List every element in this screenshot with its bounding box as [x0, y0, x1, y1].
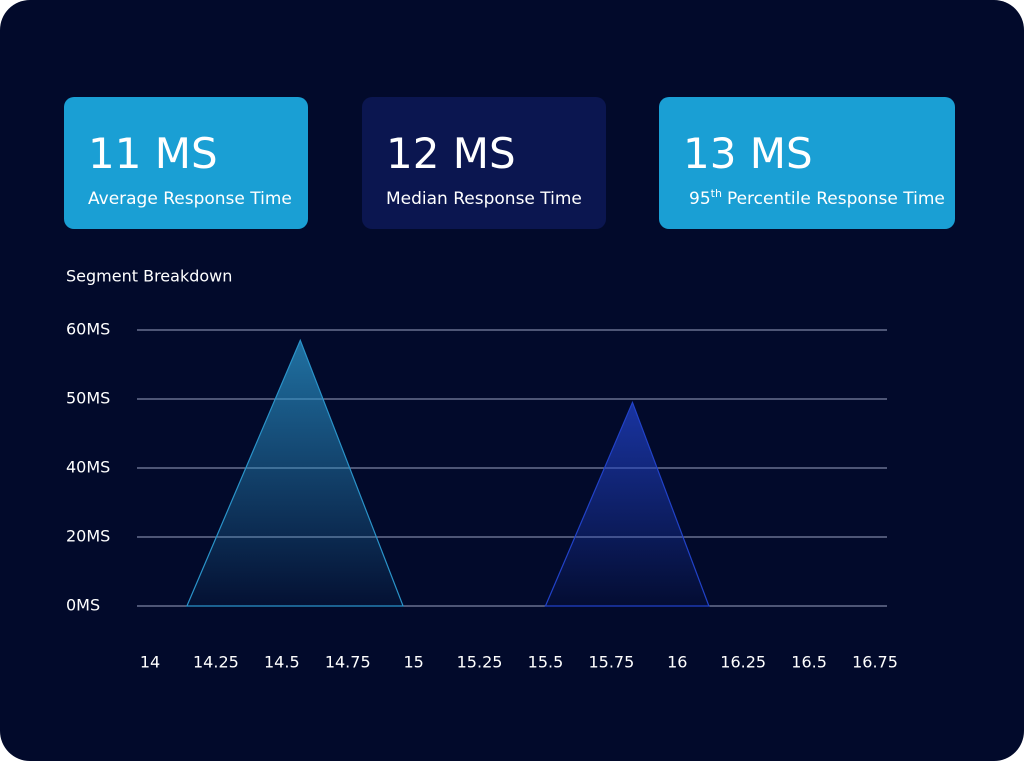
- x-tick-label: 15: [403, 653, 423, 672]
- x-tick-label: 16.25: [720, 653, 766, 672]
- metric-card: [659, 97, 955, 229]
- metric-card: [64, 97, 308, 229]
- cards: 11 MS Average Response Time 12 MS Median Re…: [64, 97, 955, 229]
- y-tick-label: 60MS: [66, 320, 110, 339]
- x-tick-label: 15.5: [528, 653, 564, 672]
- metric-label: 95th Percentile Response Time: [689, 187, 945, 209]
- metric-label: Average Response Time: [88, 189, 292, 209]
- x-tick-label: 14.25: [193, 653, 239, 672]
- x-tick-label: 15.75: [588, 653, 634, 672]
- y-tick-label: 20MS: [66, 527, 110, 546]
- label-number: 95: [689, 189, 711, 209]
- x-tick-label: 16.5: [791, 653, 827, 672]
- chart-title: Segment Breakdown: [66, 267, 232, 286]
- x-tick-label: 14: [140, 653, 160, 672]
- metric-value: 12 MS: [386, 129, 516, 178]
- metric-label: Median Response Time: [386, 189, 582, 209]
- area: [186, 338, 404, 607]
- y-tick-label: 50MS: [66, 389, 110, 408]
- x-tick-label: 16.75: [852, 653, 898, 672]
- area: [544, 400, 710, 607]
- metric-value: 11 MS: [88, 129, 218, 178]
- y-tick-label: 0MS: [66, 596, 100, 615]
- x-tick-label: 16: [667, 653, 687, 672]
- label-text: Percentile Response Time: [727, 189, 945, 209]
- label-sup: th: [711, 187, 722, 200]
- x-tick-label: 15.25: [457, 653, 503, 672]
- y-tick-label: 40MS: [66, 458, 110, 477]
- metric-value: 13 MS: [683, 129, 813, 178]
- x-tick-label: 14.75: [325, 653, 371, 672]
- metric-card: [362, 97, 606, 229]
- chart: 0MS 20MS 40MS 50MS 60MS 14 14.25 14.5 14.75 15 15.…: [66, 320, 898, 672]
- x-tick-label: 14.5: [264, 653, 300, 672]
